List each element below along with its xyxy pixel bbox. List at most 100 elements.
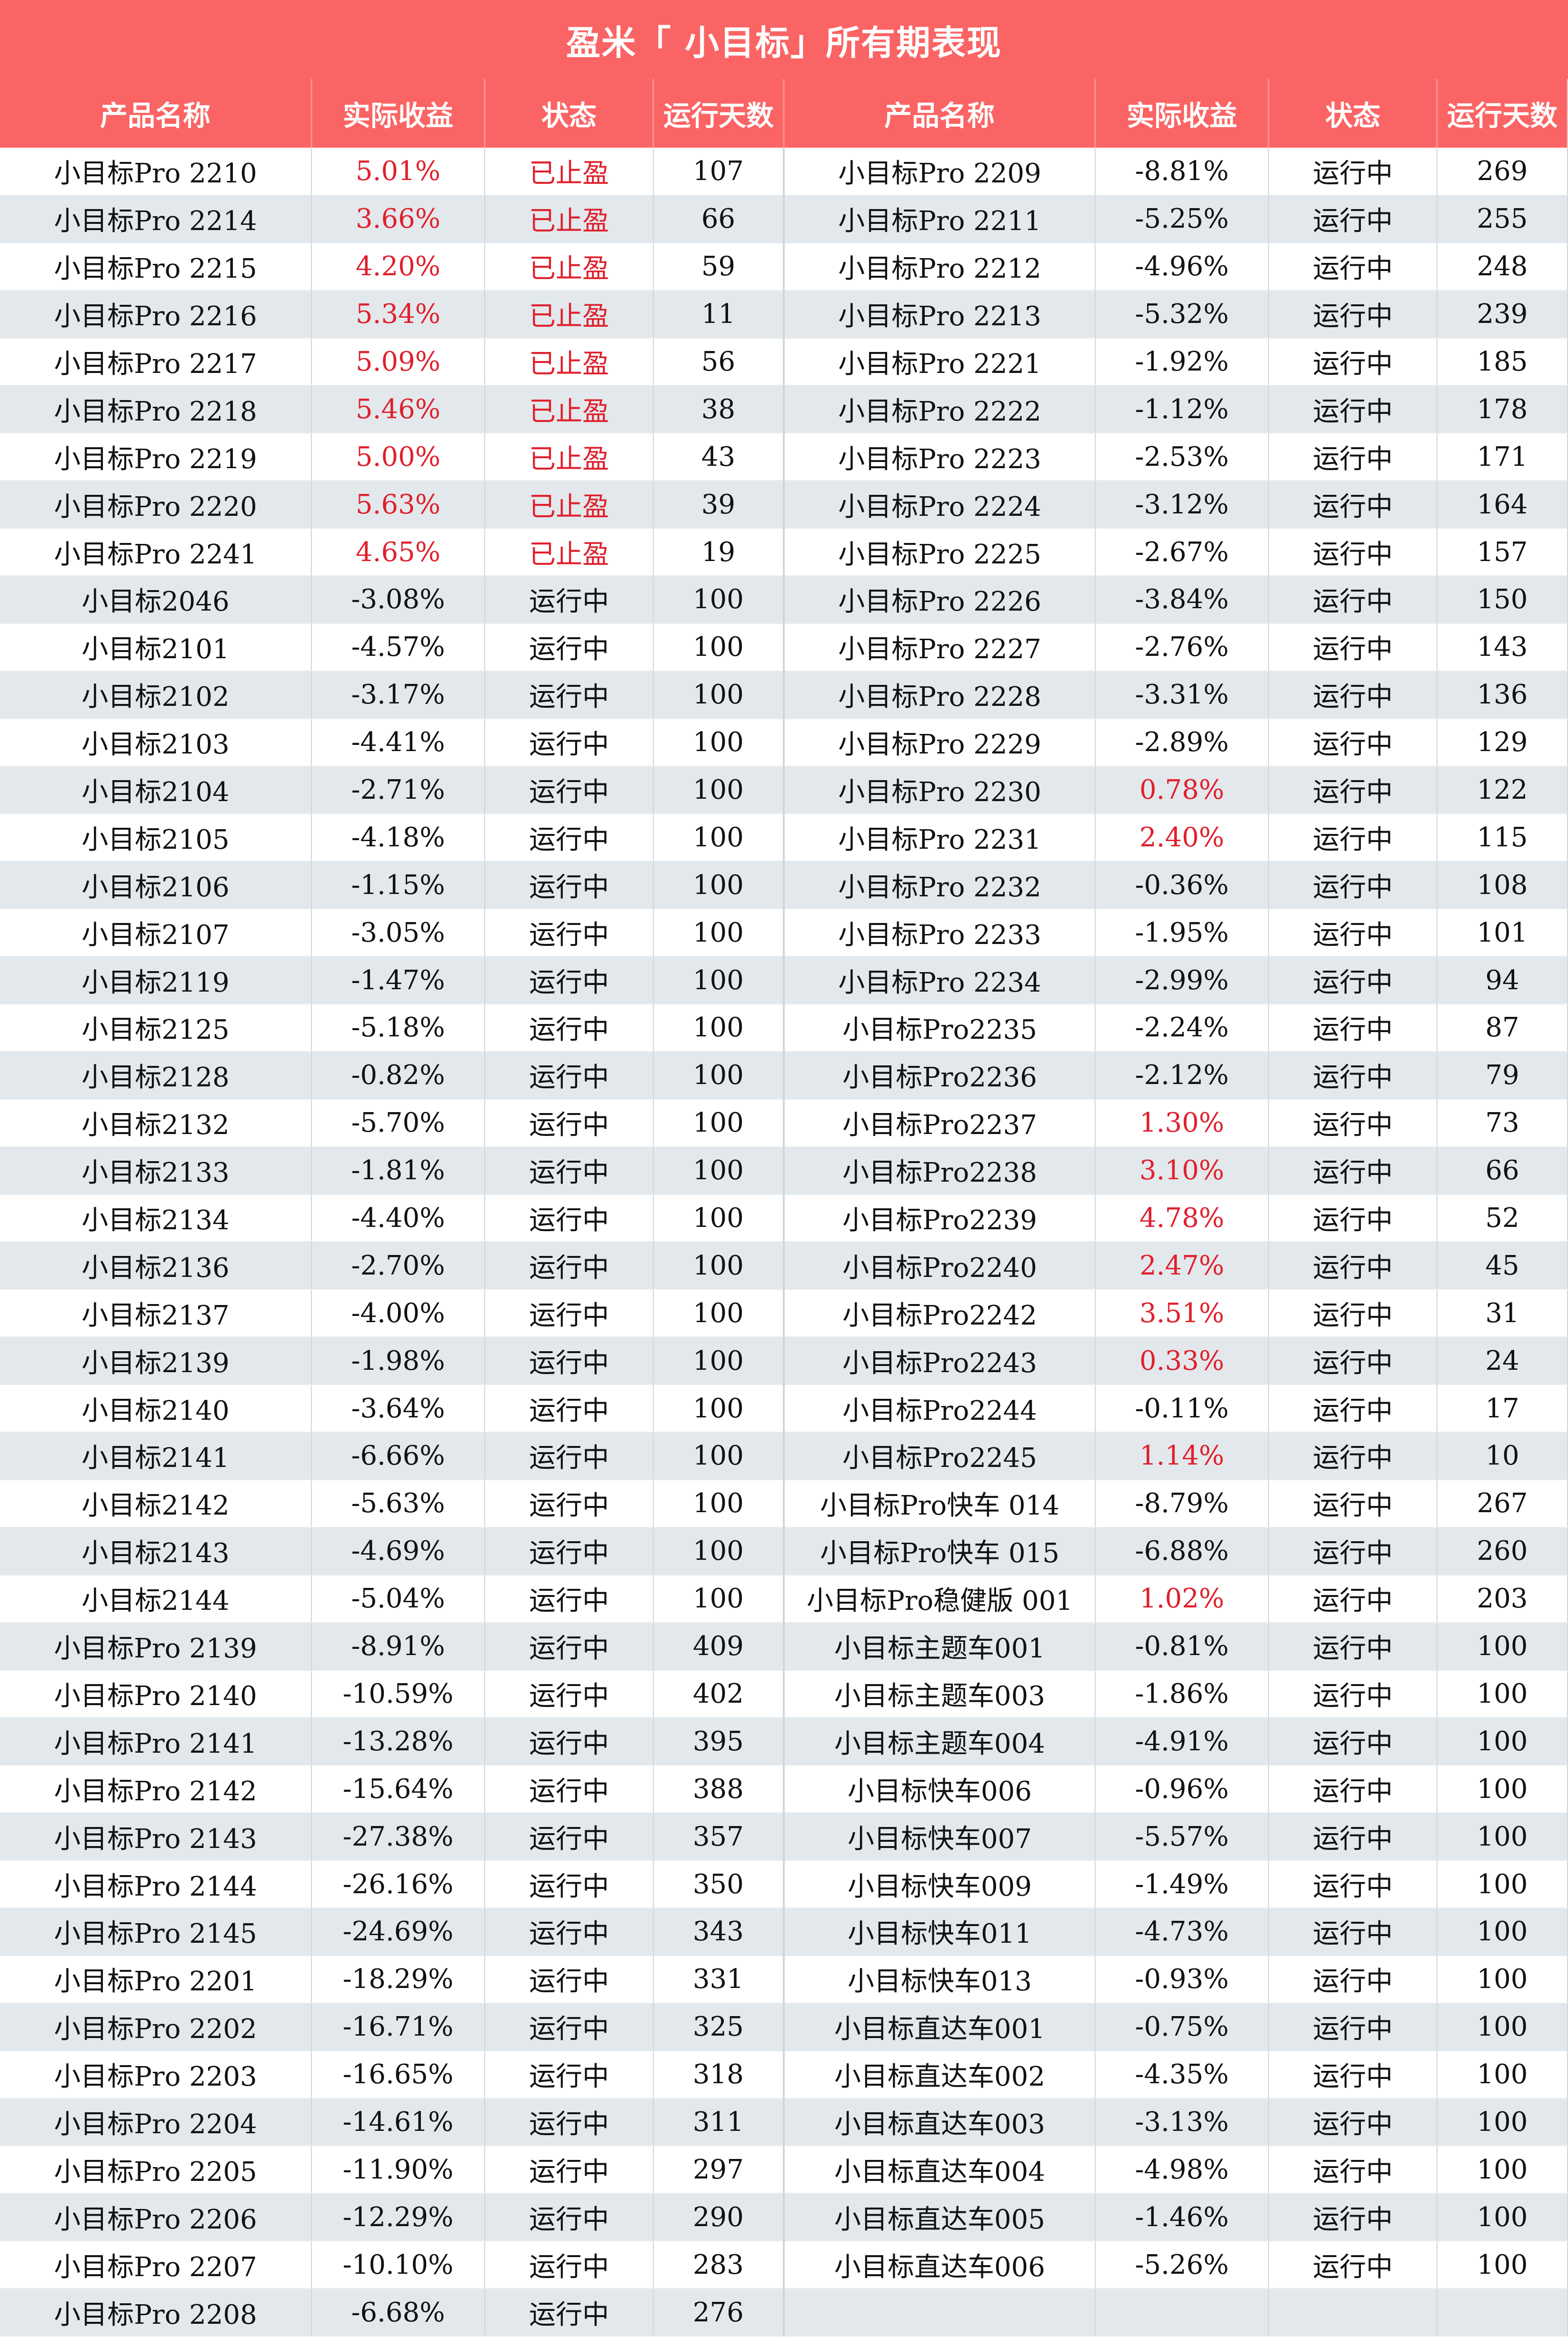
right-status-cell: 运行中	[1268, 2050, 1438, 2099]
left-running-days-cell: 100	[653, 576, 785, 624]
table-header-row: 产品名称 实际收益 状态 运行天数 产品名称 实际收益 状态 运行天数	[0, 79, 1568, 148]
left-actual-return-cell: 4.20%	[311, 242, 485, 291]
left-actual-return-cell: -16.65%	[311, 2050, 485, 2099]
left-running-days-cell: 395	[653, 1717, 785, 1766]
right-product-name-cell: 小目标Pro 2228	[784, 671, 1096, 719]
right-running-days-cell: 100	[1437, 2098, 1568, 2147]
right-product-name-cell: 小目标Pro 2212	[784, 242, 1096, 291]
table-row: 小目标2103 -4.41% 运行中 100 小目标Pro 2229 -2.89% 运行中 1…	[0, 718, 1568, 767]
left-running-days-cell: 311	[653, 2098, 785, 2147]
right-running-days-cell: 239	[1437, 290, 1568, 339]
left-product-name-cell: 小目标2134	[0, 1194, 312, 1243]
left-running-days-cell: 43	[653, 433, 785, 482]
left-status-cell: 已止盈	[485, 481, 654, 529]
left-status-cell: 运行中	[485, 1907, 654, 1956]
right-running-days-cell: 269	[1437, 148, 1568, 196]
right-status-cell: 运行中	[1268, 2146, 1438, 2194]
left-product-name-cell: 小目标2144	[0, 1575, 312, 1623]
left-actual-return-cell: -1.15%	[311, 861, 485, 910]
header-product-name: 产品名称	[784, 79, 1096, 148]
right-product-name-cell: 小目标直达车004	[784, 2146, 1096, 2194]
left-actual-return-cell: -1.81%	[311, 1146, 485, 1195]
right-running-days-cell: 100	[1437, 1622, 1568, 1671]
right-actual-return-cell: -6.88%	[1095, 1527, 1269, 1576]
left-status-cell: 运行中	[485, 1385, 654, 1433]
left-status-cell: 运行中	[485, 1337, 654, 1385]
right-actual-return-cell: -2.99%	[1095, 956, 1269, 1005]
left-status-cell: 已止盈	[485, 148, 654, 196]
left-actual-return-cell: -4.41%	[311, 718, 485, 767]
right-running-days-cell: 260	[1437, 1527, 1568, 1576]
left-status-cell: 运行中	[485, 1432, 654, 1480]
left-status-cell: 运行中	[485, 813, 654, 862]
right-product-name-cell: 小目标Pro2244	[784, 1385, 1096, 1433]
right-status-cell: 运行中	[1268, 1432, 1438, 1480]
right-product-name-cell: 小目标直达车005	[784, 2193, 1096, 2242]
left-running-days-cell: 325	[653, 2003, 785, 2051]
table-row: 小目标Pro 2143 -27.38% 运行中 357 小目标快车007 -5.57% 运行…	[0, 1813, 1568, 1861]
right-running-days-cell: 100	[1437, 1765, 1568, 1814]
left-running-days-cell: 100	[653, 671, 785, 719]
right-actual-return-cell: -0.36%	[1095, 861, 1269, 910]
left-actual-return-cell: -6.66%	[311, 1432, 485, 1480]
table-row: 小目标2128 -0.82% 运行中 100 小目标Pro2236 -2.12% 运行中 79	[0, 1051, 1568, 1100]
table-row: 小目标2125 -5.18% 运行中 100 小目标Pro2235 -2.24% 运行中 87	[0, 1004, 1568, 1052]
right-running-days-cell: 100	[1437, 2003, 1568, 2051]
right-status-cell: 运行中	[1268, 338, 1438, 386]
left-actual-return-cell: -4.00%	[311, 1289, 485, 1338]
table-row: 小目标Pro 2217 5.09% 已止盈 56 小目标Pro 2221 -1.92% 运行…	[0, 338, 1568, 386]
left-product-name-cell: 小目标Pro 2204	[0, 2098, 312, 2147]
left-product-name-cell: 小目标Pro 2219	[0, 433, 312, 482]
left-product-name-cell: 小目标Pro 2140	[0, 1670, 312, 1718]
left-status-cell: 运行中	[485, 956, 654, 1005]
left-running-days-cell: 100	[653, 1337, 785, 1385]
left-running-days-cell: 402	[653, 1670, 785, 1718]
right-product-name-cell: 小目标Pro 2222	[784, 385, 1096, 434]
left-running-days-cell: 19	[653, 528, 785, 577]
right-actual-return-cell: -5.57%	[1095, 1813, 1269, 1861]
left-product-name-cell: 小目标Pro 2203	[0, 2050, 312, 2099]
right-empty-cell	[1095, 2289, 1269, 2337]
table-row: 小目标Pro 2141 -13.28% 运行中 395 小目标主题车004 -4.91% 运…	[0, 1717, 1568, 1766]
left-actual-return-cell: -4.57%	[311, 623, 485, 672]
left-running-days-cell: 283	[653, 2241, 785, 2289]
left-status-cell: 已止盈	[485, 242, 654, 291]
right-product-name-cell: 小目标Pro 2233	[784, 909, 1096, 957]
right-status-cell: 运行中	[1268, 623, 1438, 672]
left-running-days-cell: 107	[653, 148, 785, 196]
right-running-days-cell: 79	[1437, 1051, 1568, 1100]
right-running-days-cell: 31	[1437, 1289, 1568, 1338]
left-running-days-cell: 100	[653, 623, 785, 672]
left-product-name-cell: 小目标Pro 2141	[0, 1717, 312, 1766]
right-running-days-cell: 87	[1437, 1004, 1568, 1052]
table-row: 小目标2136 -2.70% 运行中 100 小目标Pro2240 2.47% 运行中 45	[0, 1242, 1568, 1290]
left-running-days-cell: 318	[653, 2050, 785, 2099]
left-actual-return-cell: -4.69%	[311, 1527, 485, 1576]
table-row: 小目标2046 -3.08% 运行中 100 小目标Pro 2226 -3.84% 运行中 1…	[0, 576, 1568, 624]
right-product-name-cell: 小目标Pro2236	[784, 1051, 1096, 1100]
right-product-name-cell: 小目标Pro 2221	[784, 338, 1096, 386]
table-row: 小目标Pro 2219 5.00% 已止盈 43 小目标Pro 2223 -2.53% 运行…	[0, 433, 1568, 482]
table-row: 小目标Pro 2215 4.20% 已止盈 59 小目标Pro 2212 -4.96% 运行…	[0, 242, 1568, 291]
right-actual-return-cell: 3.10%	[1095, 1146, 1269, 1195]
right-status-cell: 运行中	[1268, 861, 1438, 910]
left-running-days-cell: 357	[653, 1813, 785, 1861]
right-product-name-cell: 小目标主题车001	[784, 1622, 1096, 1671]
table-row: 小目标2119 -1.47% 运行中 100 小目标Pro 2234 -2.99% 运行中 9…	[0, 956, 1568, 1005]
left-running-days-cell: 100	[653, 861, 785, 910]
left-product-name-cell: 小目标2137	[0, 1289, 312, 1338]
left-actual-return-cell: -1.98%	[311, 1337, 485, 1385]
left-product-name-cell: 小目标2141	[0, 1432, 312, 1480]
table-row: 小目标Pro 2214 3.66% 已止盈 66 小目标Pro 2211 -5.25% 运行…	[0, 195, 1568, 243]
table-row: 小目标Pro 2206 -12.29% 运行中 290 小目标直达车005 -1.46% 运…	[0, 2193, 1568, 2242]
left-running-days-cell: 100	[653, 1242, 785, 1290]
left-status-cell: 运行中	[485, 861, 654, 910]
left-running-days-cell: 350	[653, 1860, 785, 1908]
right-status-cell: 运行中	[1268, 1622, 1438, 1671]
left-status-cell: 运行中	[485, 1479, 654, 1528]
left-product-name-cell: 小目标Pro 2145	[0, 1907, 312, 1956]
right-status-cell: 运行中	[1268, 718, 1438, 767]
right-actual-return-cell: -3.31%	[1095, 671, 1269, 719]
right-actual-return-cell: -1.46%	[1095, 2193, 1269, 2242]
right-product-name-cell: 小目标Pro 2234	[784, 956, 1096, 1005]
